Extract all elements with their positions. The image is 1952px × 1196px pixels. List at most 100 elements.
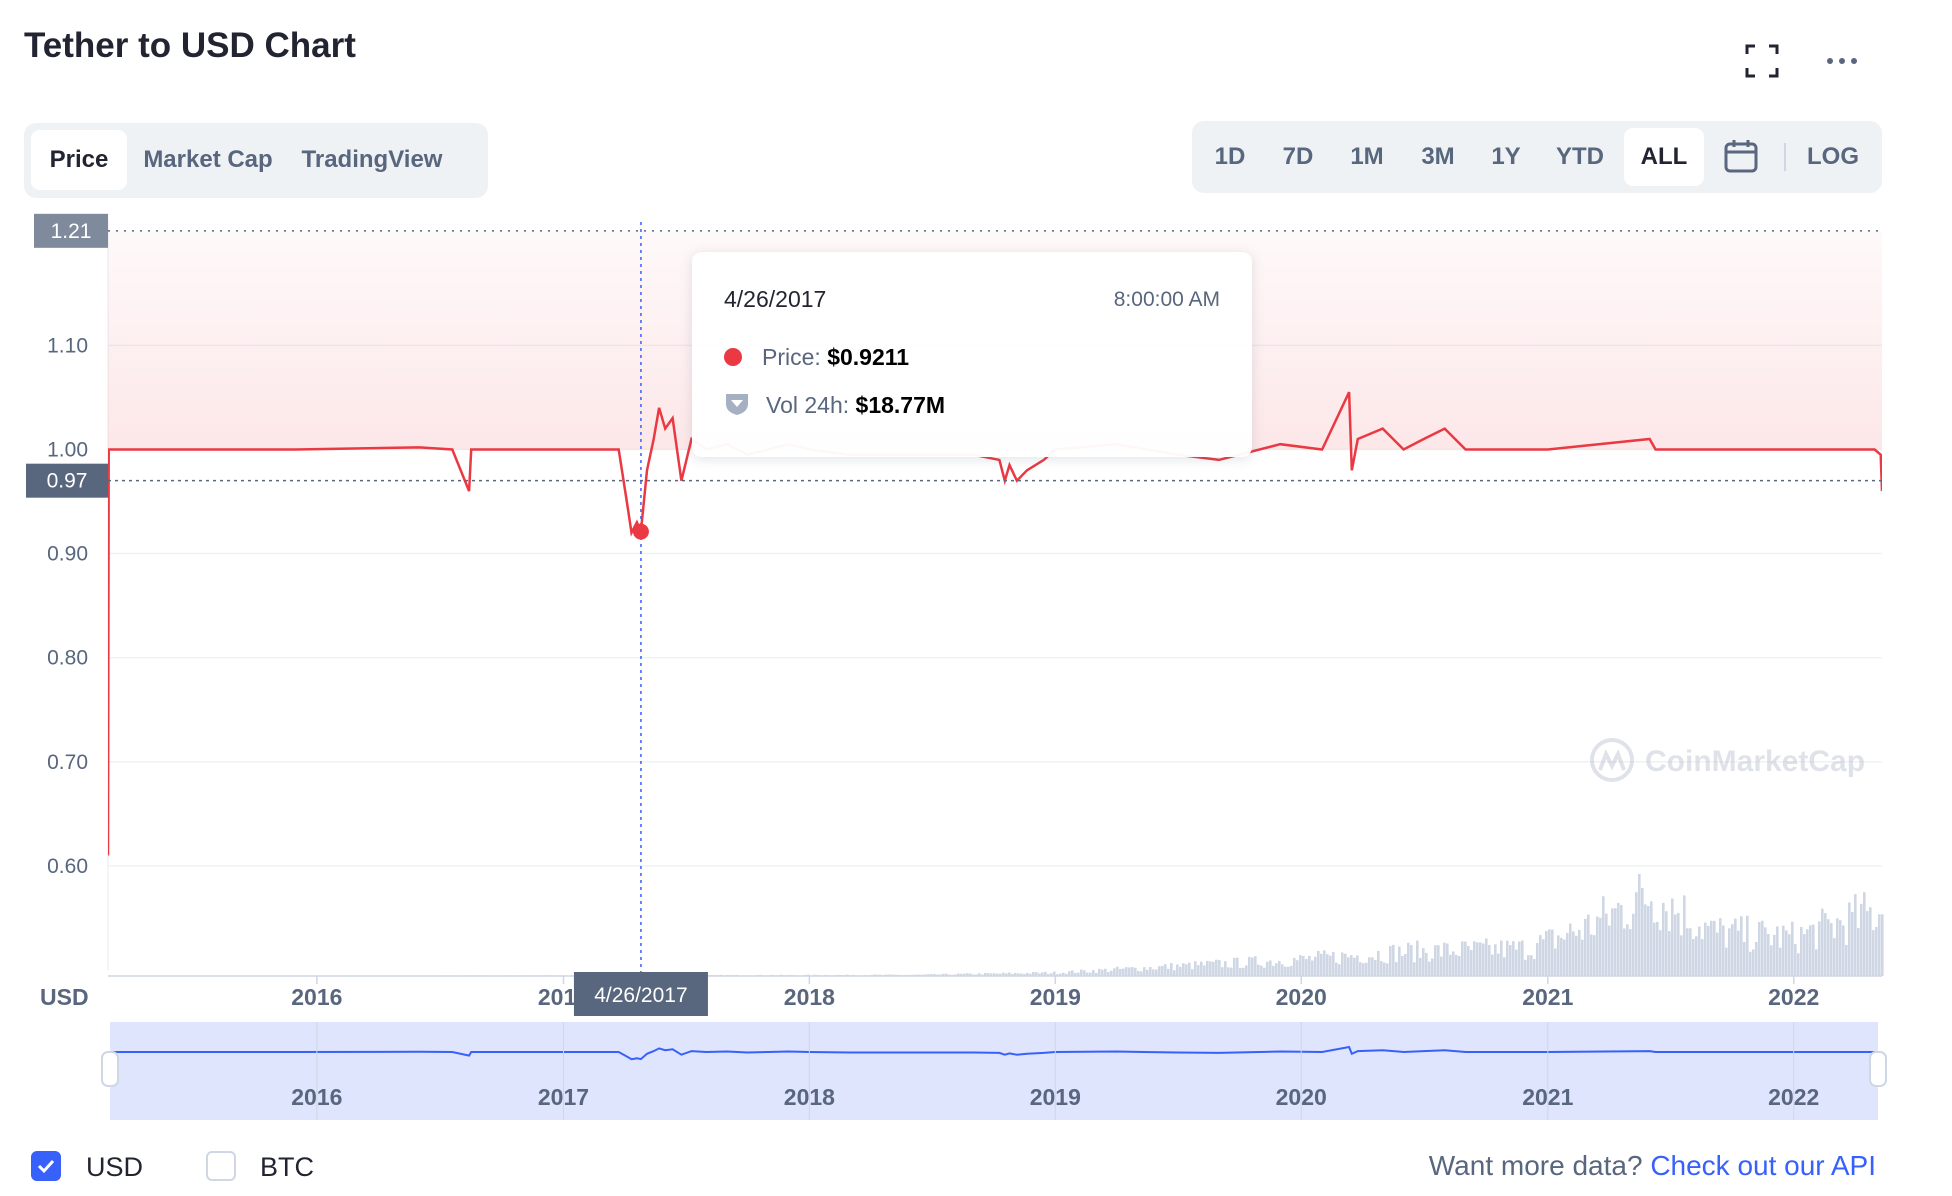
volume-bar: [1107, 971, 1110, 976]
volume-bar: [1872, 930, 1875, 976]
volume-bar: [1263, 967, 1266, 976]
volume-bar: [984, 972, 987, 976]
volume-bar: [1137, 971, 1140, 976]
volume-bar: [1050, 973, 1053, 976]
volume-bar: [777, 975, 780, 976]
volume-bar: [1830, 923, 1833, 976]
volume-bar: [1446, 943, 1449, 976]
expand-icon[interactable]: [1738, 37, 1786, 85]
volume-bar: [795, 975, 798, 976]
volume-bar: [1500, 940, 1503, 976]
volume-bar: [1143, 967, 1146, 976]
more-dots-icon[interactable]: [1818, 37, 1866, 85]
volume-bar: [1473, 941, 1476, 976]
volume-bar: [912, 974, 915, 976]
navigator-tick-label: 2018: [784, 1084, 835, 1110]
check-icon: [37, 1159, 55, 1174]
volume-bar: [918, 974, 921, 976]
volume-bar: [1335, 962, 1338, 976]
volume-bar: [756, 975, 759, 976]
range-1d[interactable]: 1D: [1214, 143, 1246, 170]
volume-bar: [885, 974, 888, 976]
log-toggle[interactable]: LOG: [1807, 143, 1859, 170]
volume-bar: [741, 975, 744, 976]
y-axis: 0.60 0.70 0.80 0.90 1.00 1.10: [47, 334, 88, 878]
volume-bar: [1251, 957, 1254, 976]
tooltip-volume-label: Vol 24h:: [766, 392, 850, 418]
navigator-tick-label: 2020: [1276, 1084, 1327, 1110]
navigator-x-axis: 2016 2017 2018 2019 2020 2021 2022: [291, 1022, 1819, 1120]
calendar-icon[interactable]: [1724, 138, 1758, 179]
volume-bar: [1098, 968, 1101, 976]
volume-bar: [1764, 927, 1767, 976]
tab-tradingview[interactable]: TradingView: [301, 146, 443, 173]
tab-price[interactable]: Price: [31, 130, 127, 190]
range-navigator[interactable]: 2016 2017 2018 2019 2020 2021 2022: [101, 1022, 1887, 1120]
volume-bar: [855, 975, 858, 976]
range-all[interactable]: ALL: [1624, 128, 1704, 186]
range-ytd[interactable]: YTD: [1556, 143, 1604, 170]
usd-checkbox[interactable]: [31, 1151, 61, 1181]
volume-bar: [444, 975, 447, 976]
volume-bar: [1728, 928, 1731, 976]
volume-bar: [1296, 960, 1299, 976]
volume-bar: [1596, 916, 1599, 976]
volume-bar: [1422, 948, 1425, 976]
volume-bar: [1368, 957, 1371, 976]
volume-bar: [561, 975, 564, 976]
volume-bar: [1497, 953, 1500, 976]
volume-bar: [1314, 956, 1317, 976]
volume-bar: [1020, 973, 1023, 976]
volume-bar: [1362, 963, 1365, 976]
volume-bar: [1671, 898, 1674, 976]
volume-bar: [1140, 971, 1143, 976]
volume-bar: [1179, 966, 1182, 976]
volume-bar: [1122, 968, 1125, 976]
api-promo: Want more data? Check out our API: [1429, 1150, 1876, 1182]
volume-bar: [822, 975, 825, 976]
volume-bar: [1230, 967, 1233, 976]
volume-bar: [1272, 965, 1275, 976]
tab-market-cap[interactable]: Market Cap: [143, 146, 273, 173]
navigator-right-handle[interactable]: [1869, 1051, 1887, 1087]
range-1y[interactable]: 1Y: [1491, 143, 1521, 170]
range-1m[interactable]: 1M: [1350, 143, 1384, 170]
volume-bar: [1683, 895, 1686, 976]
volume-bar: [1692, 938, 1695, 976]
volume-bar: [1344, 953, 1347, 976]
volume-bar: [1479, 942, 1482, 976]
price-chart[interactable]: 0.60 0.70 0.80 0.90 1.00 1.10 1.21 0.97 USD 2…: [0, 210, 1952, 1130]
volume-bar: [1626, 924, 1629, 976]
x-tick-label: 2018: [784, 984, 835, 1010]
volume-bar: [1215, 959, 1218, 976]
volume-bar: [948, 974, 951, 976]
volume-bar: [1635, 892, 1638, 976]
tooltip-volume-value: $18.77M: [855, 392, 946, 418]
volume-bar: [819, 975, 822, 976]
usd-label[interactable]: USD: [86, 1152, 144, 1182]
volume-bar: [1152, 969, 1155, 976]
volume-bar: [720, 974, 723, 976]
navigator-tick-label: 2017: [538, 1084, 589, 1110]
volume-bar: [1125, 967, 1128, 976]
range-7d[interactable]: 7D: [1282, 143, 1314, 170]
volume-bar: [936, 974, 939, 976]
volume-bar: [867, 975, 870, 976]
btc-label[interactable]: BTC: [260, 1152, 314, 1182]
volume-bar: [483, 975, 486, 976]
navigator-left-handle[interactable]: [101, 1051, 119, 1087]
expand-icon-svg: [1745, 44, 1779, 78]
volume-bar: [1023, 973, 1026, 976]
volume-bar: [1353, 957, 1356, 976]
y-tick-label: 0.60: [47, 855, 88, 878]
volume-bar: [1482, 943, 1485, 976]
volume-bar: [846, 974, 849, 976]
volume-bar: [1812, 924, 1815, 976]
range-3m[interactable]: 3M: [1421, 143, 1455, 170]
volume-bar: [1308, 955, 1311, 976]
btc-checkbox[interactable]: [206, 1151, 236, 1181]
volume-bar: [1857, 927, 1860, 976]
volume-bar: [942, 973, 945, 976]
api-link[interactable]: Check out our API: [1650, 1150, 1876, 1181]
volume-bar: [1185, 964, 1188, 976]
